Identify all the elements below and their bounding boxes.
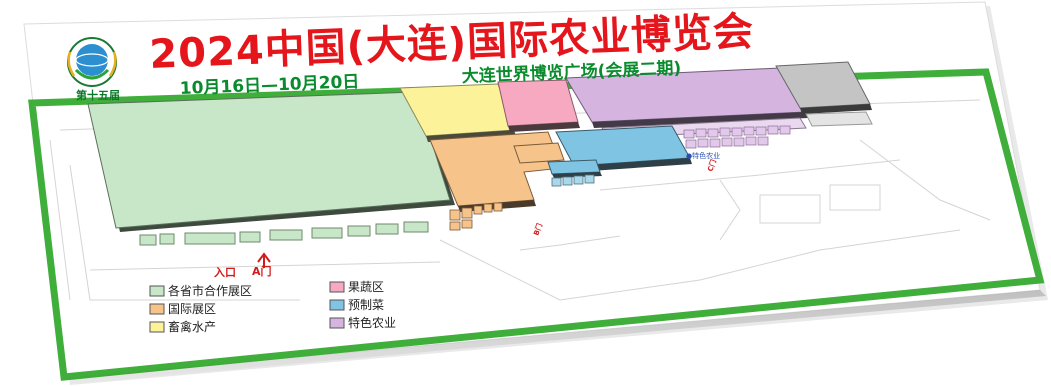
zone-gray — [775, 61, 873, 127]
entrance-label: 入口 — [214, 266, 236, 279]
zone-provincial-cooperation — [87, 91, 455, 232]
legend-item-prepared-dishes: 预制菜 — [329, 298, 384, 312]
gate-a-arrow-icon — [257, 252, 271, 268]
special-area-label: ●特色农业 — [686, 151, 720, 160]
purple-booth-grid — [683, 125, 791, 149]
zone-fruit-vegetable — [497, 79, 580, 132]
green-booth-row — [139, 221, 429, 246]
legend-item-international: 国际展区 — [149, 302, 216, 316]
gate-b-label: B门 — [531, 222, 544, 237]
svg-text:各省市合作展区: 各省市合作展区 — [168, 283, 252, 298]
legend: 各省市合作展区 国际展区 畜禽水产 果蔬区 预制菜 特色农业 — [149, 280, 396, 334]
svg-text:国际展区: 国际展区 — [168, 302, 216, 316]
zone-prepared-dishes — [547, 125, 692, 178]
svg-text:果蔬区: 果蔬区 — [348, 280, 384, 294]
wheat-icon — [67, 51, 117, 77]
board-bottom-shade — [64, 290, 1046, 384]
edition-badge: 第十五届 — [76, 88, 120, 102]
legend-item-livestock: 畜禽水产 — [149, 319, 216, 334]
legend-item-provincial: 各省市合作展区 — [149, 283, 252, 298]
legend-item-special-agriculture: 特色农业 — [329, 315, 396, 330]
gate-c-label: C门 — [705, 158, 718, 172]
exhibition-logo — [67, 37, 117, 87]
gate-a-label: A门 — [252, 264, 272, 278]
blue-booth-cluster — [551, 174, 595, 187]
svg-text:特色农业: 特色农业 — [348, 315, 396, 330]
svg-text:畜禽水产: 畜禽水产 — [168, 319, 216, 334]
legend-item-fruit-vegetable: 果蔬区 — [329, 280, 384, 294]
svg-text:预制菜: 预制菜 — [348, 298, 384, 312]
orange-booth-cluster — [449, 202, 503, 231]
